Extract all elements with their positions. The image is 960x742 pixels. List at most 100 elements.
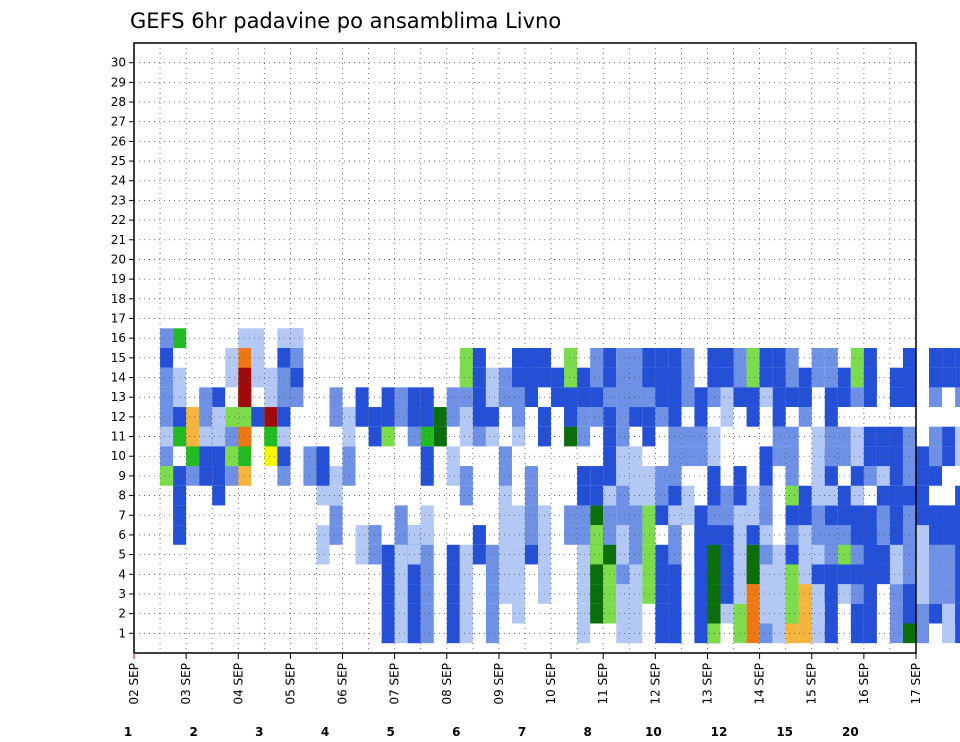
heatmap-cell xyxy=(889,525,903,545)
x-tick-label: 08 SEP xyxy=(440,663,454,705)
heatmap-cell xyxy=(290,367,304,388)
heatmap-cell xyxy=(485,407,499,427)
heatmap-cell xyxy=(329,505,343,526)
y-axis: 1234567891011121314151617181920212223242… xyxy=(111,56,134,640)
heatmap-cell xyxy=(916,485,930,506)
heatmap-cell xyxy=(186,466,200,486)
heatmap-cell xyxy=(316,485,330,506)
heatmap-cell xyxy=(733,525,747,545)
heatmap-cell xyxy=(446,623,460,644)
heatmap-cell xyxy=(264,407,278,427)
heatmap-cell xyxy=(707,544,721,565)
heatmap-cell xyxy=(642,485,656,506)
heatmap-cell xyxy=(525,348,539,368)
heatmap-cell xyxy=(525,544,539,565)
heatmap-cell xyxy=(785,564,799,585)
heatmap-cell xyxy=(707,485,721,506)
heatmap-cell xyxy=(733,603,747,624)
heatmap-cell xyxy=(720,525,734,545)
heatmap-cell xyxy=(616,525,630,545)
heatmap-cell xyxy=(225,446,239,467)
heatmap-cell xyxy=(916,623,930,644)
heatmap-cell xyxy=(277,446,291,467)
heatmap-cell xyxy=(629,603,643,624)
y-tick-label: 18 xyxy=(111,292,126,306)
heatmap-cell xyxy=(498,505,512,526)
heatmap-cell xyxy=(629,584,643,604)
heatmap-cell xyxy=(160,426,174,447)
y-tick-label: 11 xyxy=(111,430,126,444)
heatmap-cell xyxy=(251,328,265,348)
heatmap-cell xyxy=(707,525,721,545)
heatmap-cell xyxy=(199,387,213,408)
heatmap-cell xyxy=(929,367,943,388)
heatmap-cell xyxy=(420,505,434,526)
heatmap-cell xyxy=(212,407,226,427)
heatmap-cell xyxy=(459,367,473,388)
heatmap-cell xyxy=(290,387,304,408)
heatmap-cell xyxy=(394,505,408,526)
heatmap-cell xyxy=(655,485,669,506)
heatmap-cell xyxy=(929,446,943,467)
y-tick-label: 29 xyxy=(111,75,126,89)
heatmap-cell xyxy=(916,505,930,526)
heatmap-cell xyxy=(955,623,960,644)
heatmap-cell xyxy=(876,564,890,585)
heatmap-cell xyxy=(616,623,630,644)
heatmap-cell xyxy=(942,505,956,526)
heatmap-cell xyxy=(511,505,525,526)
y-tick-label: 26 xyxy=(111,134,126,148)
heatmap-cell xyxy=(850,525,864,545)
heatmap-cell xyxy=(746,485,760,506)
heatmap-cell xyxy=(277,367,291,388)
heatmap-cell xyxy=(355,544,369,565)
chart-title: GEFS 6hr padavine po ansamblima Livno xyxy=(130,9,561,33)
heatmap-cell xyxy=(577,407,591,427)
heatmap-cell xyxy=(511,525,525,545)
heatmap-cell xyxy=(863,466,877,486)
x-tick-label: 13 SEP xyxy=(700,663,714,705)
colorbar-label: 5 xyxy=(386,725,394,739)
heatmap-cell xyxy=(577,367,591,388)
heatmap-cell xyxy=(811,367,825,388)
heatmap-cell xyxy=(759,584,773,604)
heatmap-cell xyxy=(225,367,239,388)
heatmap-cell xyxy=(316,525,330,545)
y-tick-label: 17 xyxy=(111,311,126,325)
y-tick-label: 6 xyxy=(118,528,126,542)
heatmap-cell xyxy=(498,525,512,545)
x-tick-label: 09 SEP xyxy=(492,663,506,705)
heatmap-cell xyxy=(368,426,382,447)
heatmap-cell xyxy=(863,348,877,368)
heatmap-cell xyxy=(485,564,499,585)
heatmap-cell xyxy=(929,426,943,447)
heatmap-cell xyxy=(694,387,708,408)
heatmap-cell xyxy=(525,367,539,388)
heatmap-cell xyxy=(498,584,512,604)
heatmap-cell xyxy=(942,348,956,368)
heatmap-cell xyxy=(733,367,747,388)
heatmap-cell xyxy=(264,426,278,447)
heatmap-cell xyxy=(577,603,591,624)
heatmap-cell xyxy=(681,348,695,368)
y-tick-label: 13 xyxy=(111,390,126,404)
heatmap-cell xyxy=(798,525,812,545)
heatmap-cell xyxy=(811,525,825,545)
heatmap-cell xyxy=(785,505,799,526)
heatmap-cell xyxy=(824,367,838,388)
heatmap-cell xyxy=(160,466,174,486)
heatmap-cell xyxy=(420,544,434,565)
heatmap-cell xyxy=(876,544,890,565)
heatmap-cell xyxy=(655,407,669,427)
heatmap-cell xyxy=(511,407,525,427)
heatmap-cell xyxy=(707,387,721,408)
heatmap-cell xyxy=(942,603,956,624)
heatmap-cell xyxy=(446,407,460,427)
heatmap-cell xyxy=(511,564,525,585)
heatmap-cell xyxy=(798,505,812,526)
heatmap-cell xyxy=(642,367,656,388)
heatmap-cell xyxy=(863,446,877,467)
heatmap-cell xyxy=(733,623,747,644)
heatmap-cell xyxy=(381,544,395,565)
heatmap-cell xyxy=(720,485,734,506)
